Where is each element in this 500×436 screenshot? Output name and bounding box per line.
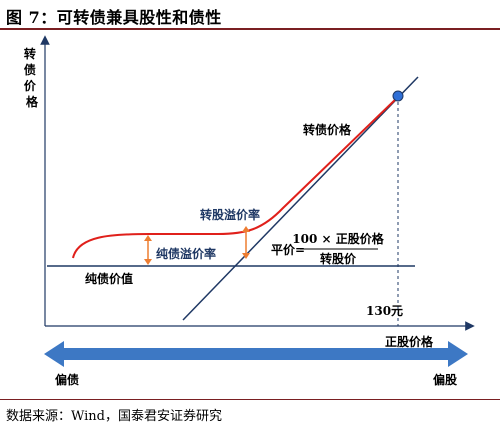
- strike-marker-label: 130元: [366, 304, 403, 318]
- conversion-premium-label: 转股溢价率: [200, 207, 260, 222]
- y-axis-label: 转 债 价 格: [24, 46, 40, 109]
- parity-denominator: 转股价: [320, 251, 357, 266]
- cb-price-curve: [72, 96, 399, 259]
- y-axis-label-char: 格: [26, 94, 39, 109]
- bond-premium-arrow: [144, 235, 152, 265]
- intersection-point: [392, 90, 404, 102]
- x-axis-label: 正股价格: [385, 334, 434, 349]
- figure-title: 图 7：可转债兼具股性和债性: [6, 8, 222, 27]
- title-divider: [0, 28, 500, 30]
- parity-line: [182, 76, 419, 321]
- cb-price-label: 转债价格: [303, 122, 352, 137]
- source-divider: [0, 399, 500, 400]
- bond-premium-label: 纯债溢价率: [156, 246, 216, 261]
- parity-numerator: 100 × 正股价格: [292, 231, 384, 246]
- conversion-premium-arrow: [242, 226, 250, 259]
- y-axis-label-char: 价: [24, 79, 37, 93]
- spectrum-right-label: 偏股: [433, 372, 458, 387]
- pure-bond-value-label: 纯债价值: [85, 271, 133, 286]
- parity-prefix: 平价=: [271, 243, 305, 257]
- spectrum-arrow: [44, 341, 468, 367]
- source-note: 数据来源：Wind，国泰君安证券研究: [6, 409, 222, 424]
- spectrum-left-label: 偏债: [55, 372, 79, 387]
- y-axis-label-char: 转: [24, 46, 36, 61]
- y-axis-label-char: 债: [24, 62, 36, 77]
